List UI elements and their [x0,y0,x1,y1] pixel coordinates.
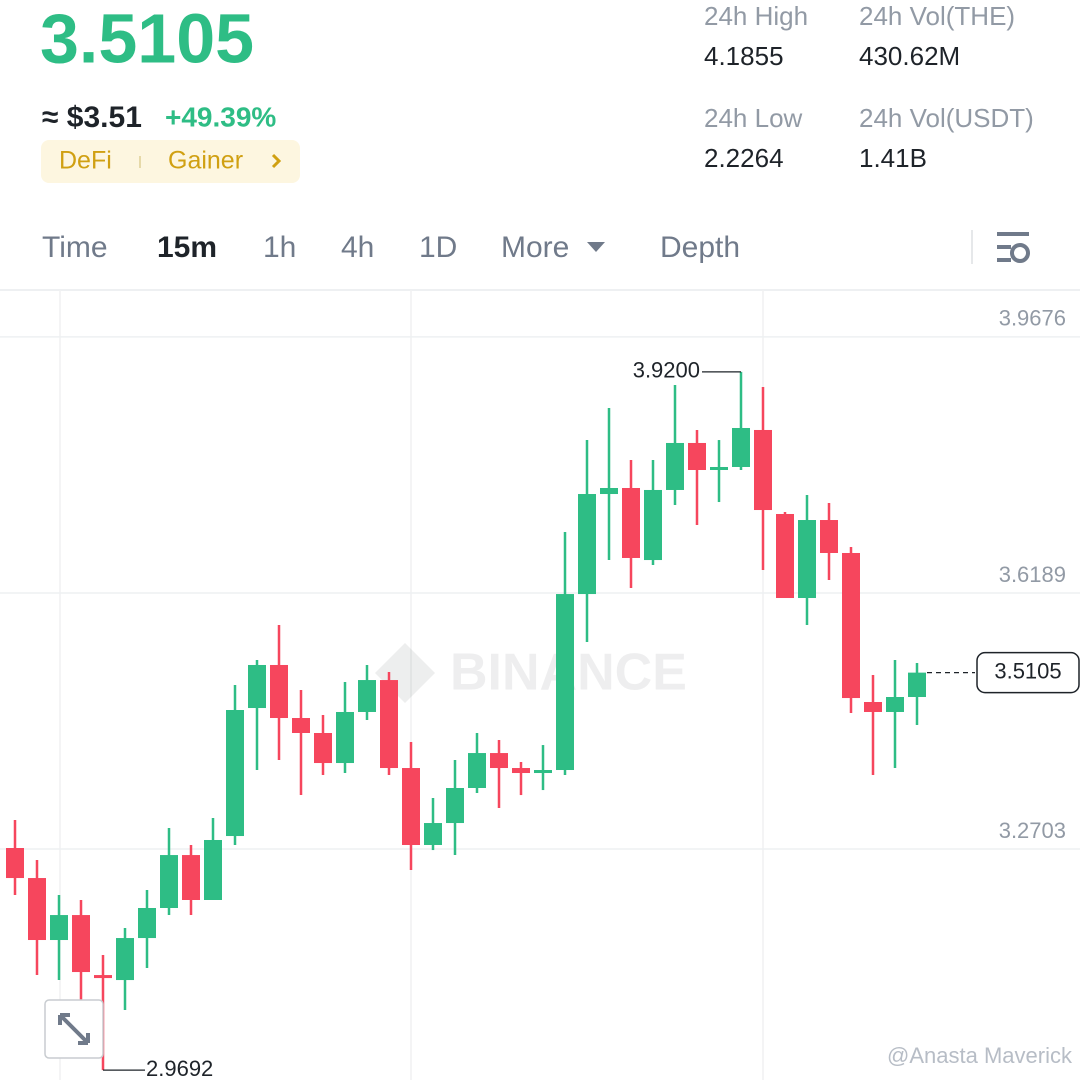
candle-body [292,718,310,733]
expand-icon [58,1013,90,1045]
candle-body [116,938,134,981]
tag[interactable]: DeFi [59,147,112,175]
stat-value: 1.41B [859,143,927,173]
candle-body [270,664,288,719]
price-tag [976,651,1080,694]
change: +49.39% [165,101,276,132]
candle-body [710,466,728,471]
candle-body [50,915,68,941]
tag[interactable]: Gainer [168,147,243,175]
candle-body [666,442,684,490]
candle-body [72,915,90,973]
credit: @Anasta Maverick [887,1043,1073,1068]
candle-body [798,520,816,599]
candle-body [28,878,46,941]
tab[interactable]: 1D [419,231,457,264]
candle-body [402,768,420,845]
candle-body [578,494,596,595]
candle-body [336,711,354,764]
price: 3.5105 [40,0,254,77]
tag-pill [41,140,300,183]
candle-body [820,520,838,553]
tab[interactable]: 4h [341,231,374,264]
stat-value: 2.2264 [704,143,784,173]
chart: 3.2703 3.6189 3.9676 3.9200 2.9692 3.5105 [0,306,1080,1080]
candle-body [556,594,574,771]
candle-body [358,680,376,712]
tab[interactable]: More [501,231,569,264]
candle-body [534,770,552,774]
min-label: 2.9692 [146,1056,213,1080]
tab[interactable]: 1h [263,231,296,264]
stat-label: 24h Vol(USDT) [859,103,1034,133]
dropdown-arrow [587,242,605,252]
candle-body [688,442,706,471]
candle-body [622,487,640,558]
candle-body [754,429,772,511]
candle-body [512,768,530,774]
y-tick-label: 3.6189 [999,562,1066,587]
settings-icon[interactable] [997,232,1030,263]
candle-body [468,753,486,789]
stat-value: 430.62M [859,41,960,71]
candle-body [160,855,178,909]
stat-label: 24h High [704,1,808,31]
chevron [271,153,282,169]
candle-body [314,732,332,764]
candle-body [864,702,882,712]
candle-body [776,513,794,599]
max-label: 3.9200 [633,358,700,383]
candle-body [6,848,24,879]
y-tick-label: 3.2703 [999,818,1066,843]
candle-body [490,753,508,769]
candle-body [908,672,926,698]
stat-label: 24h Vol(THE) [859,1,1015,31]
tab[interactable]: Time [42,231,108,264]
fiat-price: ≈ $3.51 [42,101,142,134]
tab[interactable]: Depth [660,231,740,264]
candle-body [226,710,244,837]
candle-body [732,427,750,467]
stat-value: 4.1855 [704,41,784,71]
candle-body [424,823,442,845]
candle-body [204,839,222,900]
candle-body [446,788,464,824]
candle-body [248,664,266,709]
candle-body [886,697,904,712]
stat-label: 24h Low [704,103,803,133]
tab[interactable]: 15m [157,231,217,264]
candle-body [94,975,112,979]
price-tag-label: 3.5105 [994,658,1061,683]
candle-body [182,855,200,900]
candle-body [644,489,662,561]
candle-body [380,680,398,769]
candle-body [842,552,860,699]
y-tick-label: 3.9676 [999,306,1066,331]
candle-body [138,908,156,939]
candle-body [600,487,618,495]
